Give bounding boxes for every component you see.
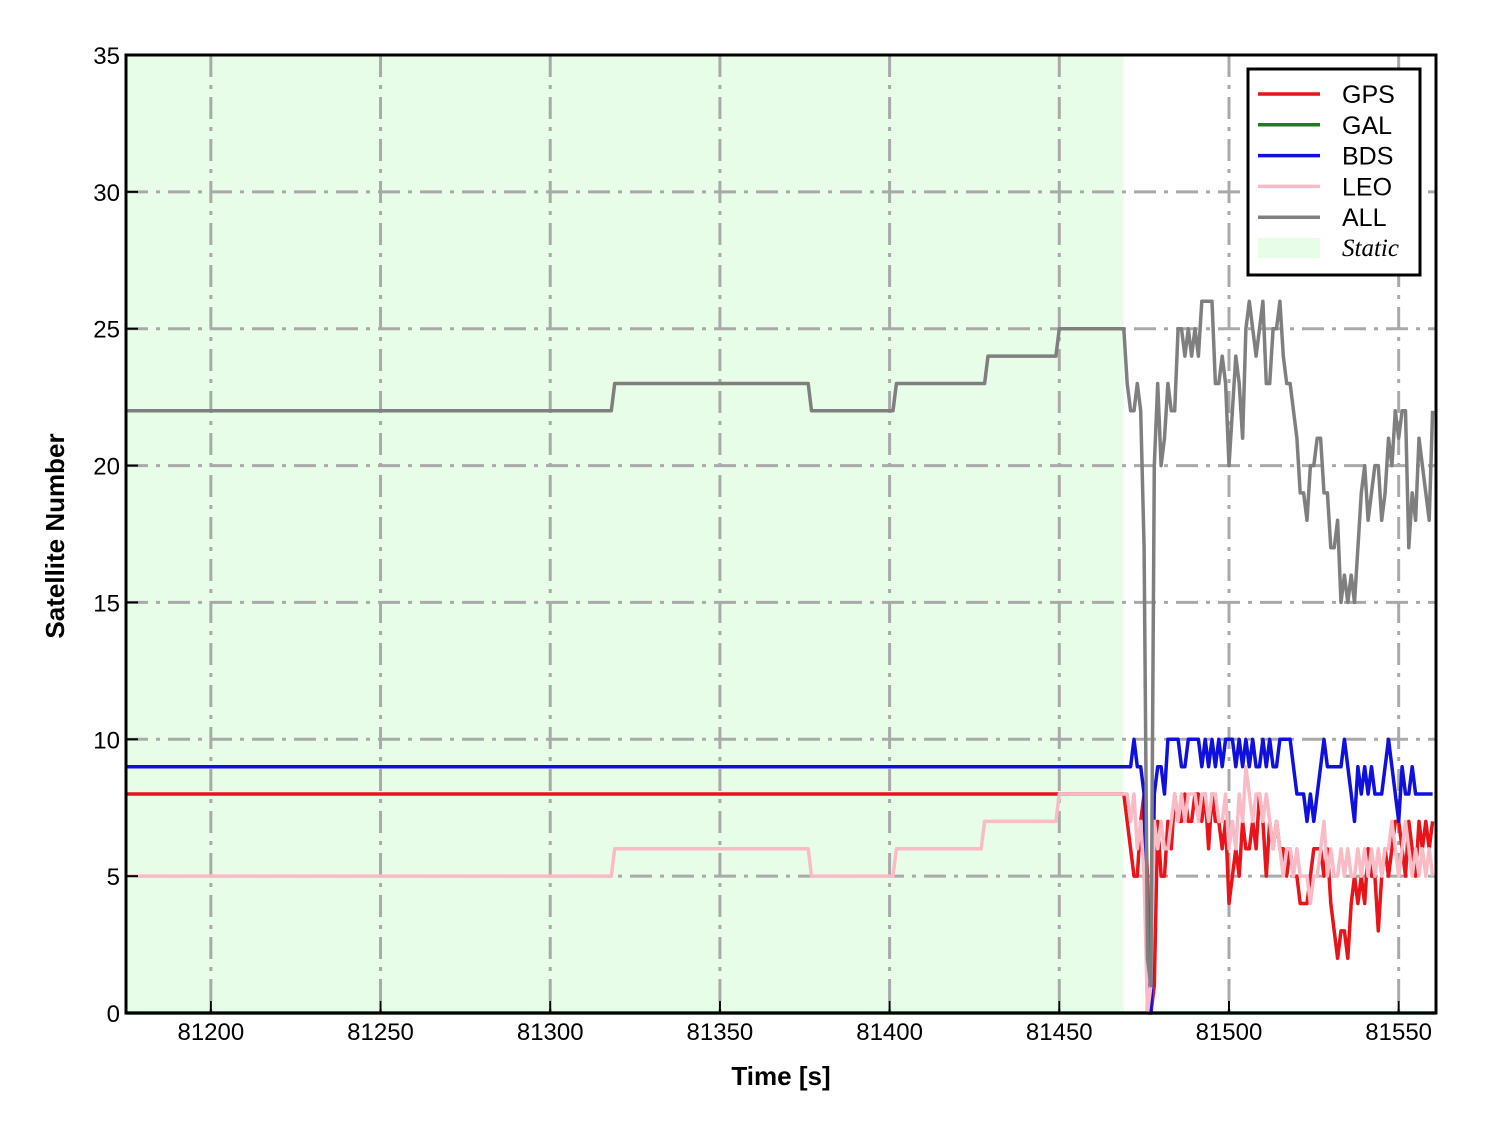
x-tick-label: 81350 (687, 1019, 754, 1046)
y-tick-label: 30 (93, 180, 120, 207)
legend-label-gal: GAL (1342, 112, 1392, 140)
axis-ticks: 81200 81250 81300 81350 81400 81450 81500 81550… (93, 43, 1432, 1046)
static-region (126, 55, 1124, 1013)
legend-label-static: Static (1342, 235, 1399, 262)
legend-swatch-static (1258, 238, 1320, 258)
y-tick-label: 15 (93, 590, 120, 617)
legend-label-gps: GPS (1342, 81, 1395, 109)
legend-label-all: ALL (1342, 204, 1387, 232)
x-tick-label: 81400 (856, 1019, 923, 1046)
x-tick-label: 81200 (177, 1019, 244, 1046)
grid (126, 55, 1436, 1013)
y-tick-label: 10 (93, 727, 120, 754)
x-axis-title: Time [s] (731, 1061, 830, 1091)
y-tick-label: 20 (93, 454, 120, 481)
legend-label-leo: LEO (1342, 173, 1392, 201)
x-tick-label: 81550 (1365, 1019, 1432, 1046)
x-tick-label: 81300 (517, 1019, 584, 1046)
x-tick-label: 81500 (1196, 1019, 1263, 1046)
y-tick-label: 0 (107, 1001, 120, 1028)
y-axis-title: Satellite Number (40, 433, 70, 638)
y-tick-label: 5 (107, 864, 120, 891)
series-line-all (126, 299, 1435, 988)
legend-label-bds: BDS (1342, 143, 1393, 171)
plot-frame (124, 53, 1438, 1015)
series-line-bds (126, 737, 1433, 1015)
x-tick-label: 81450 (1026, 1019, 1093, 1046)
y-tick-label: 35 (93, 43, 120, 70)
series-line-leo (126, 764, 1435, 1015)
y-tick-label: 25 (93, 317, 120, 344)
x-tick-label: 81250 (347, 1019, 414, 1046)
